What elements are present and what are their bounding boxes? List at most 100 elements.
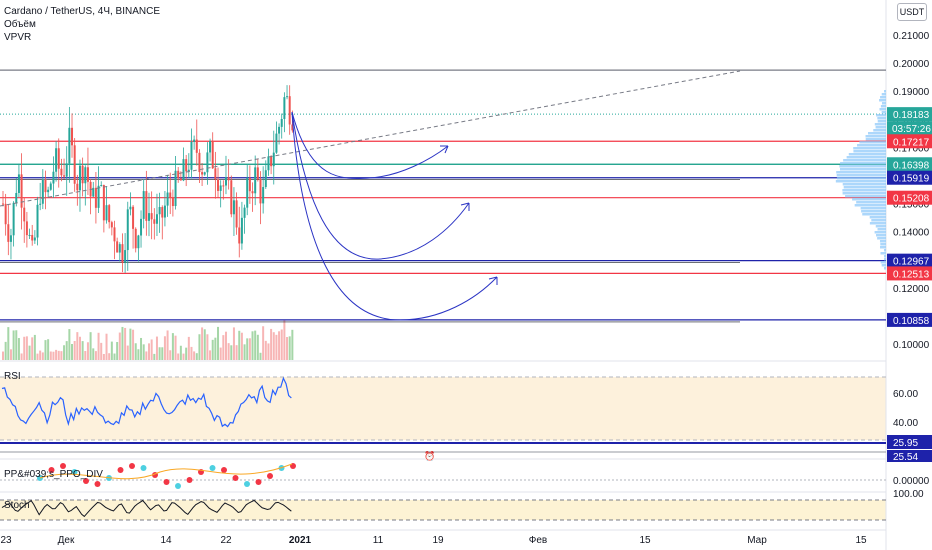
candle-body [60,168,63,176]
chart-title-block: Cardano / TetherUS, 4Ч, BINANCE Объём VP… [4,5,160,44]
volume-bar [246,338,249,360]
candle-body [140,218,143,236]
vpvr-bar [879,99,886,102]
volume-bar [222,335,225,360]
volume-label[interactable]: Объём [4,19,36,30]
time-tick: 2021 [289,535,312,546]
candle-body [113,227,116,242]
volume-bar [63,345,66,360]
vpvr-bar [875,126,886,129]
candle-body [124,250,127,263]
candle-body [179,178,182,181]
vpvr-bar [835,180,886,183]
volume-bar [121,326,124,360]
candle-body [155,214,158,224]
vpvr-bar [840,162,886,165]
volume-bar [68,329,71,360]
horizontal-levels [0,69,886,323]
volume-bar [86,342,89,360]
ppo-dot [60,463,66,469]
volume-bar [4,341,7,360]
ppo-dot [267,473,273,479]
volume-bar [163,336,166,360]
vpvr-label[interactable]: VPVR [4,32,32,43]
time-tick: 22 [220,535,232,546]
candle-body [97,185,100,208]
candle-body [198,152,201,173]
volume-bar [171,333,174,360]
price-tag: 0.10858 [893,316,930,327]
candle-body [31,234,34,241]
candle-body [195,139,198,153]
vpvr-bar [869,216,886,219]
vpvr-bar [880,105,886,108]
price-tag: 0.17217 [893,137,930,148]
volume-bar [60,351,63,360]
volume-bar [185,347,188,360]
rsi-tag-2: 25.54 [893,452,918,463]
candle-body [39,203,42,205]
candle-body [20,174,23,208]
volume-bar [44,340,47,360]
volume-bar [174,335,177,360]
volume-bar [36,353,39,360]
candle-body [283,97,286,119]
volume-bar [243,344,246,360]
volume-bar [71,343,74,360]
volume-bar [55,349,58,360]
volume-bar [108,353,111,360]
candlestick-series [2,85,294,273]
volume-bar [264,340,267,360]
volume-bar [145,351,148,360]
volume-bar [193,351,196,360]
vpvr-bar [842,192,886,195]
volume-bar [206,334,209,360]
volume-bar [33,334,36,360]
rsi-label[interactable]: RSI [4,371,21,382]
volume-bar [23,336,26,360]
candle-body [12,202,15,236]
candle-body [36,204,39,238]
candle-body [217,179,220,191]
projection-arrow-3 [291,111,498,321]
ppo-dot [209,465,216,471]
price-tag: 0.15208 [893,194,930,205]
ppo-dot [163,479,170,485]
volume-bar [92,348,95,360]
candle-body [145,191,148,221]
ppo-line [39,463,293,480]
candle-body [65,163,68,177]
volume-bar [134,343,137,360]
price-tag-bg [887,266,932,281]
candle-body [288,96,291,125]
volume-bar [259,352,262,360]
currency-button[interactable]: USDT [897,3,927,21]
volume-bar [203,329,206,360]
candle-body [187,169,190,172]
time-tick: 23 [0,535,12,546]
vpvr-bar [842,183,886,186]
volume-bar [190,346,193,360]
stoch-label[interactable]: Stoch [4,500,30,511]
price-tag: 0.15919 [893,174,930,185]
candle-body [222,185,225,187]
price-tag: 0.12967 [893,257,930,268]
vpvr-bar [873,129,886,132]
volume-bar [286,337,289,360]
rsi-tag-bg-2 [887,450,932,462]
volume-bar [65,341,68,360]
candle-body [230,180,233,215]
volume-bar [278,331,281,360]
candle-body [7,224,10,242]
symbol-title[interactable]: Cardano / TetherUS, 4Ч, BINANCE [4,6,160,17]
candle-body [278,126,281,134]
projection-arrow-3-head [488,276,498,285]
candle-body [246,177,249,208]
price-tag: 0.12513 [893,269,930,280]
price-tick: 0.20000 [893,59,930,70]
ppo-label[interactable]: PP&#039;s_PPO_DIV [4,469,103,480]
rsi-band [0,377,886,440]
candle-body [272,152,275,167]
volume-bar [12,330,15,360]
